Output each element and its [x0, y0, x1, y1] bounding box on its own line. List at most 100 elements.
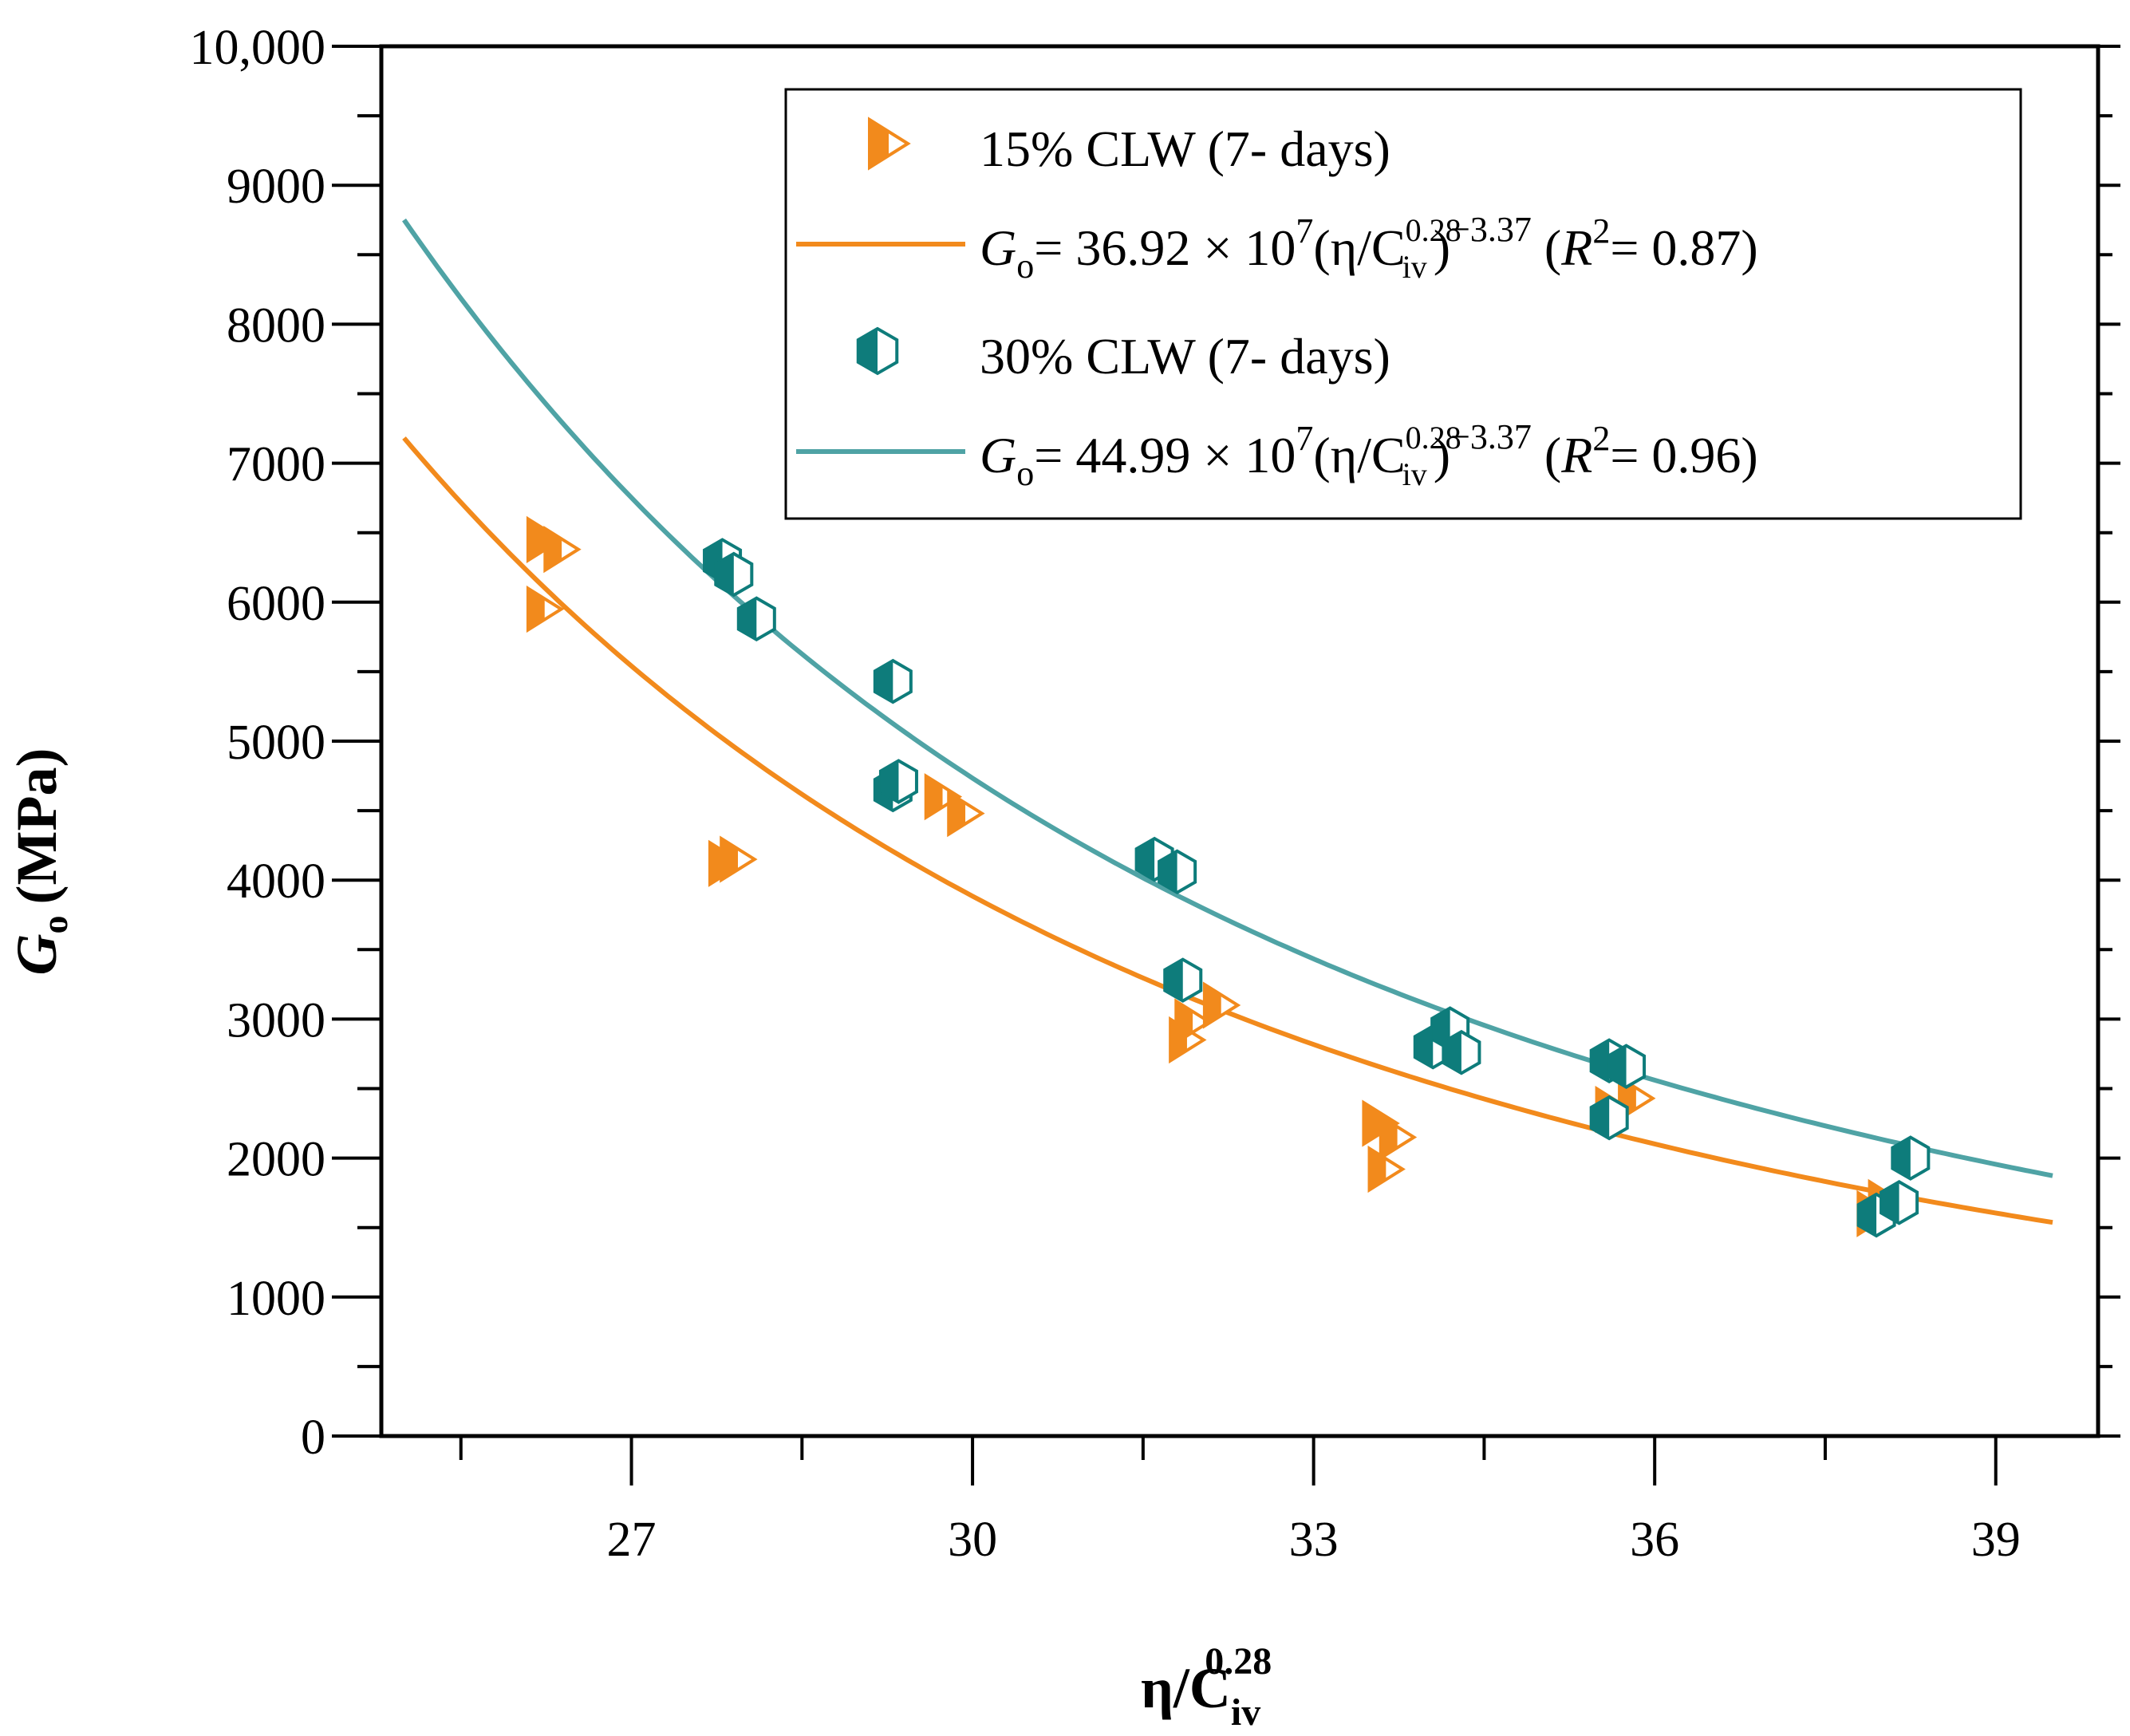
triangle-marker [526, 585, 565, 633]
triangle-fill [1176, 1000, 1193, 1043]
fit30-csub: iv [1402, 456, 1427, 492]
fit30-open: (η/C [1313, 427, 1405, 483]
x-axis-title-sub: iv [1231, 1691, 1260, 1734]
hexagon-marker [1607, 1044, 1647, 1089]
triangle-fill [870, 120, 889, 168]
x-tick-label: 33 [1289, 1513, 1339, 1567]
triangle-marker [924, 773, 963, 821]
triangle-marker [543, 525, 582, 574]
fit-curve [402, 218, 2053, 1178]
hexagon-fill [880, 760, 899, 803]
y-tick-label: 8000 [227, 298, 325, 353]
fit15-close: ) [1434, 219, 1450, 276]
x-axis-title-sup: 0.28 [1205, 1640, 1272, 1683]
hexagon-marker [1163, 957, 1203, 1003]
fit30-close: ) [1434, 427, 1450, 483]
fit15-open: (η/C [1313, 219, 1405, 276]
fit30-exp: −3.37 [1450, 417, 1532, 456]
fit-curve [402, 436, 2053, 1225]
legend-marker-triangle [868, 116, 911, 171]
triangle-fill [545, 528, 562, 570]
legend-item-30-clw: 30% CLW (7- days) [856, 326, 1390, 385]
hexagon-marker [714, 551, 754, 598]
triangle-fill [1380, 1116, 1398, 1158]
triangle-marker [1367, 1145, 1406, 1194]
legend-item-fit-30: Go= 44.99 × 107(η/C0.28 iv)−3.37 (R2= 0.9… [796, 417, 1758, 493]
legend-label-fit-15: Go= 36.92 × 107(η/C0.28 iv)−3.37 (R2= 0.8… [980, 210, 1758, 286]
fit15-rsup: 2 [1592, 211, 1610, 251]
hexagon-marker [856, 326, 899, 376]
y-tick-label: 2000 [227, 1133, 325, 1187]
triangle-fill [527, 519, 545, 561]
hexagon-marker [1442, 1029, 1481, 1075]
triangle-fill [1369, 1148, 1386, 1190]
y-axis-title-sub: o [34, 915, 75, 933]
hexagon-fill [1136, 838, 1155, 881]
hexagon-marker [873, 658, 913, 704]
data-points [526, 515, 1931, 1238]
hexagon-fill [874, 661, 893, 703]
hexagon-fill [1591, 1040, 1610, 1082]
hexagon-fill [716, 553, 734, 595]
x-tick-label: 36 [1630, 1513, 1679, 1567]
hexagon-fill [1591, 1097, 1610, 1139]
legend-item-15-clw: 15% CLW (7- days) [868, 116, 1390, 177]
legend-box [784, 88, 2022, 520]
y-tick-label: 4000 [227, 854, 325, 909]
legend-label-fit-30: Go= 44.99 × 107(η/C0.28 iv)−3.37 (R2= 0.9… [980, 417, 1758, 493]
hexagon-marker [1880, 1180, 1919, 1225]
y-tick-label: 10,000 [190, 21, 326, 75]
triangle-marker [868, 116, 911, 171]
y-tick-label: 5000 [227, 716, 325, 770]
triangle-fill [721, 838, 739, 881]
fit15-csup: 0.28 [1406, 212, 1461, 248]
x-tick-label: 27 [607, 1513, 657, 1567]
y-tick-label: 9000 [227, 160, 325, 214]
y-axis-title-unit: (MPa) [5, 748, 69, 905]
fit15-g-sub: o [1016, 247, 1034, 286]
hexagon-marker [1158, 849, 1197, 895]
triangle-marker [720, 835, 758, 883]
fit15-eq: = 36.92 × 10 [1034, 219, 1296, 276]
hexagon-fill [1159, 850, 1177, 893]
fit15-pow: 7 [1296, 211, 1313, 251]
triangle-marker [1202, 981, 1241, 1029]
triangle-fill [949, 792, 966, 834]
triangle-fill [1363, 1103, 1381, 1145]
fit15-rval: = 0.87) [1610, 219, 1757, 276]
x-axis-title: η/Civ 0.28 [1141, 1640, 1272, 1734]
hexagon-fill [1892, 1137, 1911, 1179]
y-tick-label: 6000 [227, 577, 325, 631]
triangle-marker [1379, 1113, 1418, 1162]
x-axis-title-base: η/C [1141, 1656, 1231, 1720]
fit30-ropen: ( [1532, 427, 1561, 483]
fit30-g: G [980, 427, 1016, 483]
y-tick-label: 0 [301, 1410, 325, 1465]
triangle-fill [527, 588, 545, 630]
x-tick-label: 39 [1971, 1513, 2021, 1567]
hexagon-fill [1165, 959, 1183, 1001]
hexagon-marker [736, 596, 776, 642]
hexagon-fill [1858, 1194, 1877, 1237]
legend-marker-hexagon [856, 326, 899, 376]
fit15-r: R [1560, 219, 1592, 276]
fit15-g: G [980, 219, 1016, 276]
fit30-rsup: 2 [1592, 419, 1610, 458]
fit30-g-sub: o [1016, 454, 1034, 493]
legend-label-30-clw: 30% CLW (7- days) [980, 328, 1390, 385]
triangle-fill [1204, 984, 1221, 1026]
fit15-ropen: ( [1532, 219, 1561, 276]
hexagon-fill [1881, 1182, 1899, 1224]
hexagon-marker [1891, 1135, 1931, 1181]
fit15-csub: iv [1402, 249, 1427, 285]
y-tick-label: 1000 [227, 1272, 325, 1326]
y-axis-title: Go (MPa) [5, 748, 75, 976]
axis-ticks: 0 1000 2000 3000 4000 5000 6000 7000 8000 9000 10,… [190, 21, 2120, 1567]
y-axis-title-base: G [5, 933, 69, 975]
fit30-csup: 0.28 [1406, 420, 1461, 456]
legend: 15% CLW (7- days) Go= 36.92 × 107(η/C0.2… [784, 88, 2022, 520]
fit30-pow: 7 [1296, 419, 1313, 458]
triangle-marker [947, 789, 985, 838]
hexagon-marker [878, 759, 918, 804]
